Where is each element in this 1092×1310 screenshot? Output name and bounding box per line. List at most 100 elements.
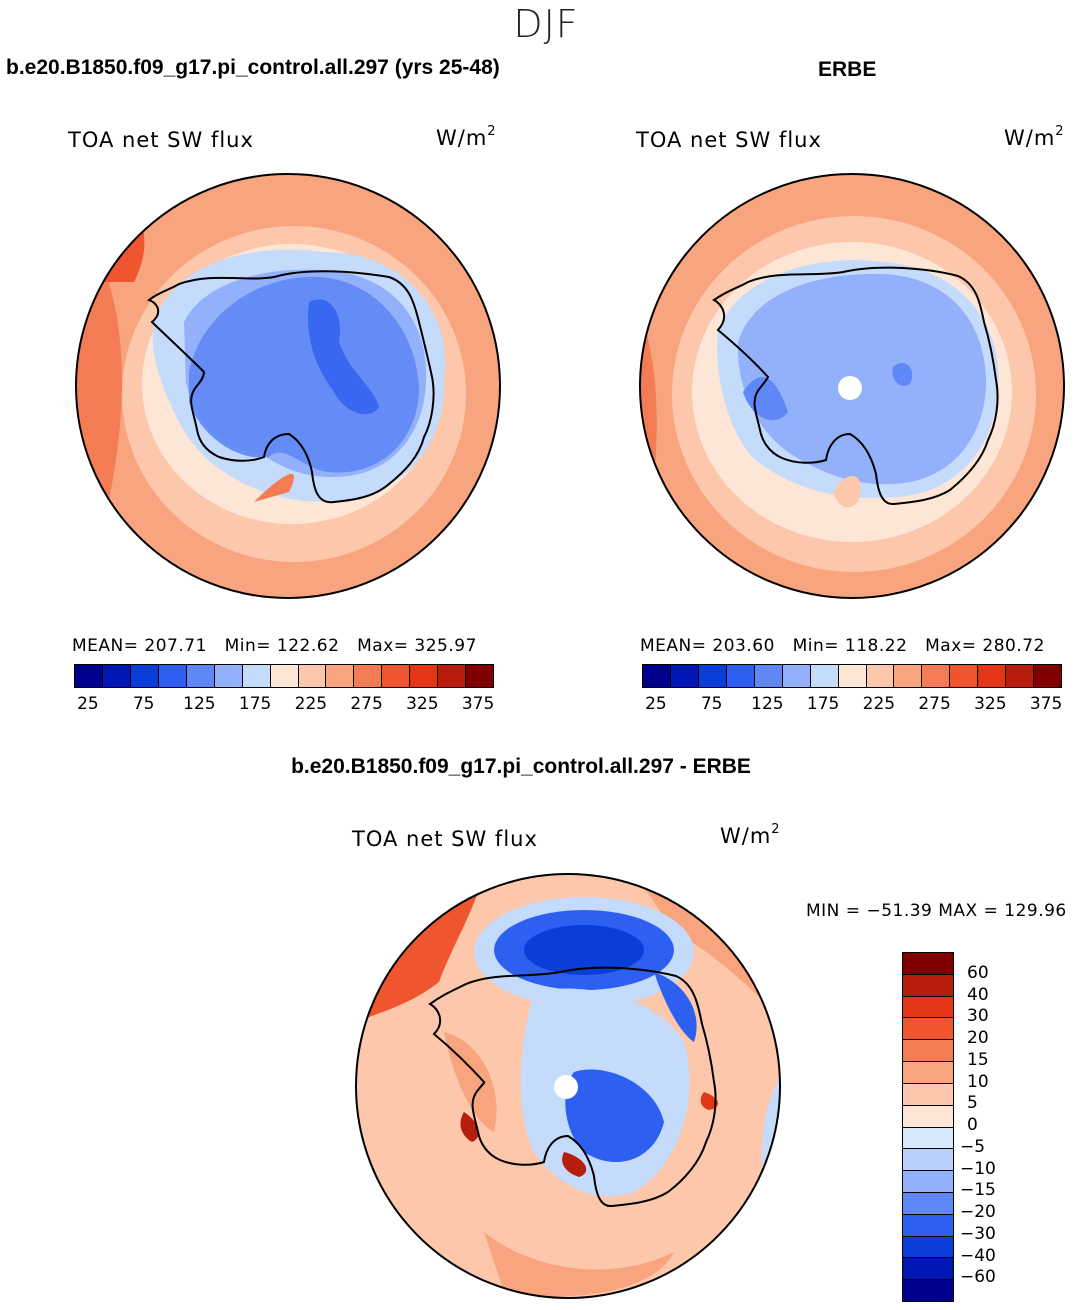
obs-colorbar-swatch: [978, 665, 1007, 687]
model-field-core: [308, 299, 379, 415]
obs-field-missing-pole: [838, 376, 862, 400]
diff-field-neg-interior: [565, 1069, 664, 1162]
diff-colorbar-ticks: 60 40 30 20 15 10 5 0 −5 −10 −15 −20 −30 −40 −60: [960, 952, 1030, 1300]
model-units-label: W/m2: [436, 124, 497, 150]
obs-colorbar-swatch: [950, 665, 979, 687]
season-title: DJF: [513, 2, 579, 46]
diff-field-missing-pole: [554, 1075, 578, 1099]
model-field-hot-sector: [76, 174, 145, 282]
model-colorbar-swatch: [298, 665, 327, 687]
diff-colorbar-swatch: [903, 1149, 953, 1172]
diff-minmax: MIN = −51.39 MAX = 129.96: [806, 901, 1067, 921]
diff-colorbar-swatch: [903, 1105, 953, 1128]
obs-units-exp: 2: [1055, 124, 1065, 139]
model-stats: MEAN= 207.71 Min= 122.62 Max= 325.97: [72, 636, 477, 656]
model-map: [75, 173, 501, 599]
diff-field-neg-core: [524, 925, 644, 975]
model-colorbar-tick-label: 225: [294, 694, 328, 714]
obs-colorbar-tick-label: 25: [645, 694, 667, 714]
model-colorbar-swatch: [102, 665, 131, 687]
model-field-warm-spot: [254, 473, 295, 502]
diff-colorbar-tick-label: −5: [960, 1136, 986, 1157]
model-colorbar-tick-label: 375: [461, 694, 495, 714]
obs-colorbar-swatch: [726, 665, 755, 687]
diff-colorbar-tick-label: 30: [967, 1006, 989, 1027]
diff-colorbar-swatch: [903, 1192, 953, 1215]
model-colorbar-swatch: [242, 665, 271, 687]
obs-panel-title: ERBE: [818, 58, 877, 81]
obs-units-base: W/m: [1004, 126, 1056, 150]
diff-colorbar-swatch: [903, 1171, 953, 1193]
diff-antarctica-coastline: [428, 966, 717, 1208]
model-antarctica-coastline: [146, 270, 435, 504]
obs-colorbar-tick-label: 175: [806, 694, 840, 714]
diff-field-hot-spot-1: [460, 1112, 479, 1142]
diff-units-base: W/m: [720, 824, 772, 848]
obs-colorbar-swatch: [866, 665, 895, 687]
obs-field-ring-4: [737, 273, 987, 485]
model-colorbar-swatch: [158, 665, 187, 687]
diff-colorbar: [902, 952, 954, 1302]
diff-colorbar-swatch: [903, 953, 953, 975]
diff-colorbar-tick-label: 0: [967, 1115, 978, 1135]
obs-field-patch-2: [892, 363, 913, 386]
model-map-border: [75, 173, 501, 599]
diff-colorbar-tick-label: 60: [967, 962, 989, 983]
model-colorbar-swatch: [382, 665, 411, 687]
diff-colorbar-swatch: [903, 1062, 953, 1084]
obs-variable-label: TOA net SW flux: [636, 128, 822, 152]
model-colorbar-swatch: [214, 665, 243, 687]
diff-colorbar-tick-label: −40: [960, 1245, 996, 1266]
diff-colorbar-tick-label: −10: [960, 1158, 996, 1179]
diff-field-hot-spot-2: [562, 1152, 587, 1177]
diff-colorbar-swatch: [903, 1040, 953, 1063]
obs-colorbar-swatch: [810, 665, 839, 687]
model-colorbar-swatch: [410, 665, 439, 687]
diff-colorbar-swatch: [903, 1018, 953, 1041]
obs-colorbar-tick-label: 225: [862, 694, 896, 714]
diff-colorbar-tick-label: 5: [967, 1093, 978, 1114]
diff-map-border: [355, 873, 781, 1299]
model-colorbar-swatch: [466, 665, 494, 687]
obs-colorbar-tick-label: 275: [918, 694, 951, 714]
model-variable-label: TOA net SW flux: [68, 128, 254, 152]
diff-field-hot-spot-3: [700, 1092, 719, 1110]
obs-colorbar-tick-label: 375: [1029, 694, 1063, 714]
obs-map-border: [639, 173, 1065, 599]
obs-colorbar-swatch: [782, 665, 811, 687]
diff-colorbar-tick-label: 10: [967, 1071, 989, 1092]
obs-colorbar-swatch: [698, 665, 727, 687]
obs-colorbar-swatch: [1006, 665, 1035, 687]
diff-colorbar-tick-label: 15: [967, 1049, 989, 1070]
model-colorbar-tick-label: 175: [238, 694, 272, 714]
obs-colorbar-swatch: [643, 665, 671, 687]
obs-colorbar-swatch: [1034, 665, 1062, 687]
model-colorbar-tick-label: 125: [183, 694, 216, 714]
obs-colorbar-tick-label: 125: [751, 694, 784, 714]
diff-field-warm-south: [484, 1232, 674, 1297]
model-colorbar-swatch: [186, 665, 215, 687]
diff-colorbar-tick-label: −60: [960, 1267, 996, 1288]
obs-colorbar-tick-label: 325: [974, 694, 1007, 714]
obs-colorbar-ticks: 25 75 125 175 225 275 325 375: [642, 694, 1063, 714]
obs-colorbar-swatch: [922, 665, 951, 687]
model-colorbar-swatch: [270, 665, 299, 687]
model-units-base: W/m: [436, 126, 488, 150]
obs-colorbar-tick-label: 75: [700, 694, 723, 714]
diff-colorbar-swatch: [903, 974, 953, 997]
model-colorbar-swatch: [130, 665, 159, 687]
obs-colorbar-swatch: [838, 665, 867, 687]
diff-colorbar-tick-label: −30: [960, 1223, 996, 1244]
obs-colorbar-swatch: [670, 665, 699, 687]
diff-colorbar-swatch: [903, 1083, 953, 1106]
model-panel-title: b.e20.B1850.f09_g17.pi_control.all.297 (…: [6, 56, 500, 79]
model-colorbar-swatch: [354, 665, 383, 687]
model-colorbar-swatch: [438, 665, 467, 687]
diff-variable-label: TOA net SW flux: [352, 827, 538, 851]
model-colorbar-swatch: [326, 665, 355, 687]
diff-panel-title: b.e20.B1850.f09_g17.pi_control.all.297 -…: [291, 755, 751, 778]
diff-field-warm-peninsula: [444, 1032, 497, 1132]
model-colorbar-tick-label: 275: [350, 694, 383, 714]
model-colorbar-tick-label: 75: [132, 694, 155, 714]
diff-colorbar-swatch: [903, 996, 953, 1019]
